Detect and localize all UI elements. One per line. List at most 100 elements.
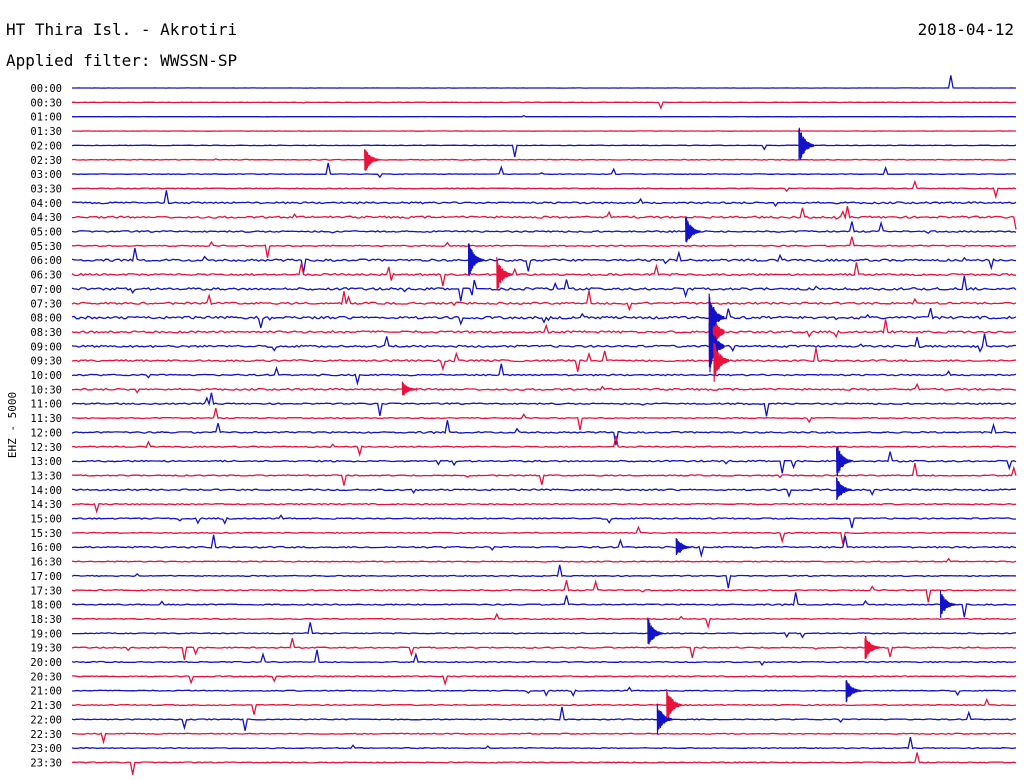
row-time-label: 06:00 [30, 255, 62, 267]
trace-row-20:30 [72, 675, 1017, 687]
trace-row-23:00 [71, 736, 1017, 750]
row-time-label: 22:00 [30, 714, 62, 726]
row-time-label: 01:00 [30, 112, 62, 124]
trace-row-11:30 [71, 407, 1017, 431]
row-time-label: 20:30 [30, 671, 62, 683]
row-time-label: 08:30 [30, 327, 62, 339]
row-time-label: 03:30 [30, 183, 62, 195]
event-burst [401, 381, 418, 396]
trace-row-10:30 [71, 382, 1017, 394]
event-burst [864, 635, 881, 659]
trace-row-06:30 [71, 262, 1016, 287]
row-time-label: 13:30 [30, 470, 62, 482]
row-time-label: 16:30 [30, 557, 62, 569]
row-time-label: 13:00 [30, 456, 62, 468]
trace-row-19:30 [71, 638, 1017, 661]
row-time-label: 00:30 [30, 97, 62, 109]
trace-row-16:00 [71, 534, 1017, 559]
row-time-label: 05:30 [30, 241, 62, 253]
row-time-label: 10:30 [30, 384, 62, 396]
row-time-label: 11:30 [30, 413, 62, 425]
event-burst [713, 343, 730, 382]
row-time-label: 10:00 [30, 370, 62, 382]
filter-label: Applied filter: WWSSN-SP [6, 51, 238, 70]
trace-row-18:30 [71, 612, 1017, 630]
row-time-label: 12:00 [30, 427, 62, 439]
row-time-label: 09:30 [30, 356, 62, 368]
trace-row-07:00 [71, 275, 1017, 302]
event-burst [666, 688, 683, 719]
event-burst [675, 538, 692, 556]
event-burst [939, 590, 956, 618]
row-time-label: 21:30 [30, 700, 62, 712]
trace-row-03:00 [71, 162, 1017, 179]
row-time-label: 14:00 [30, 485, 62, 497]
row-time-label: 08:00 [30, 313, 62, 325]
trace-row-22:30 [72, 732, 1017, 745]
trace-row-21:00 [71, 686, 1017, 698]
station-title: HT Thira Isl. - Akrotiri [6, 20, 238, 39]
event-burst [496, 257, 513, 291]
row-time-label: 17:30 [30, 585, 62, 597]
row-time-label: 15:00 [30, 514, 62, 526]
row-time-label: 23:00 [30, 743, 62, 755]
trace-row-09:30 [71, 347, 1017, 372]
trace-row-18:00 [71, 592, 1017, 618]
row-time-label: 20:00 [30, 657, 62, 669]
trace-row-17:30 [71, 579, 1017, 603]
trace-row-04:30 [72, 205, 1017, 230]
trace-row-22:00 [71, 706, 1017, 731]
row-time-label: 19:30 [30, 643, 62, 655]
trace-row-16:30 [71, 557, 1017, 563]
trace-row-05:00 [71, 220, 1017, 234]
trace-row-00:30 [71, 101, 1016, 111]
row-time-label: 01:30 [30, 126, 62, 138]
row-time-label: 23:30 [30, 757, 62, 769]
row-time-label: 12:30 [30, 442, 62, 454]
trace-row-12:30 [71, 435, 1017, 457]
row-time-label: 21:00 [30, 686, 62, 698]
trace-row-10:00 [71, 363, 1017, 386]
row-time-label: 11:00 [30, 399, 62, 411]
event-burst [708, 322, 725, 373]
row-time-label: 22:30 [30, 729, 62, 741]
trace-row-23:30 [71, 752, 1017, 775]
row-time-label: 03:00 [30, 169, 62, 181]
trace-row-03:30 [71, 179, 1017, 200]
row-time-label: 06:30 [30, 270, 62, 282]
trace-row-01:00 [72, 114, 1017, 118]
trace-row-13:00 [71, 451, 1017, 474]
row-time-label: 18:00 [30, 600, 62, 612]
y-axis-label: EHZ - 5000 [6, 392, 19, 458]
trace-row-13:30 [71, 462, 1017, 486]
row-time-label: 09:00 [30, 341, 62, 353]
trace-row-08:00 [71, 307, 1017, 329]
row-time-label: 19:00 [30, 628, 62, 640]
trace-row-20:00 [71, 649, 1017, 667]
row-time-label: 02:30 [30, 155, 62, 167]
trace-row-15:00 [71, 514, 1017, 529]
event-burst [845, 680, 862, 703]
event-burst [364, 149, 380, 171]
trace-row-06:00 [71, 247, 1017, 274]
trace-row-00:00 [72, 75, 1016, 89]
row-time-label: 16:00 [30, 542, 62, 554]
event-burst [836, 446, 852, 477]
trace-row-11:00 [71, 392, 1017, 417]
trace-row-07:30 [71, 290, 1017, 312]
row-time-label: 04:30 [30, 212, 62, 224]
row-time-label: 18:30 [30, 614, 62, 626]
row-time-label: 15:30 [30, 528, 62, 540]
event-burst [836, 477, 852, 501]
row-time-label: 17:00 [30, 571, 62, 583]
event-burst [656, 703, 673, 735]
event-burst [708, 293, 725, 339]
trace-row-02:30 [71, 158, 1017, 161]
row-time-label: 07:30 [30, 298, 62, 310]
trace-row-19:00 [72, 622, 1017, 639]
trace-row-04:00 [71, 190, 1017, 208]
row-time-label: 14:30 [30, 499, 62, 511]
trace-row-02:00 [71, 144, 1017, 158]
event-burst [685, 216, 701, 243]
